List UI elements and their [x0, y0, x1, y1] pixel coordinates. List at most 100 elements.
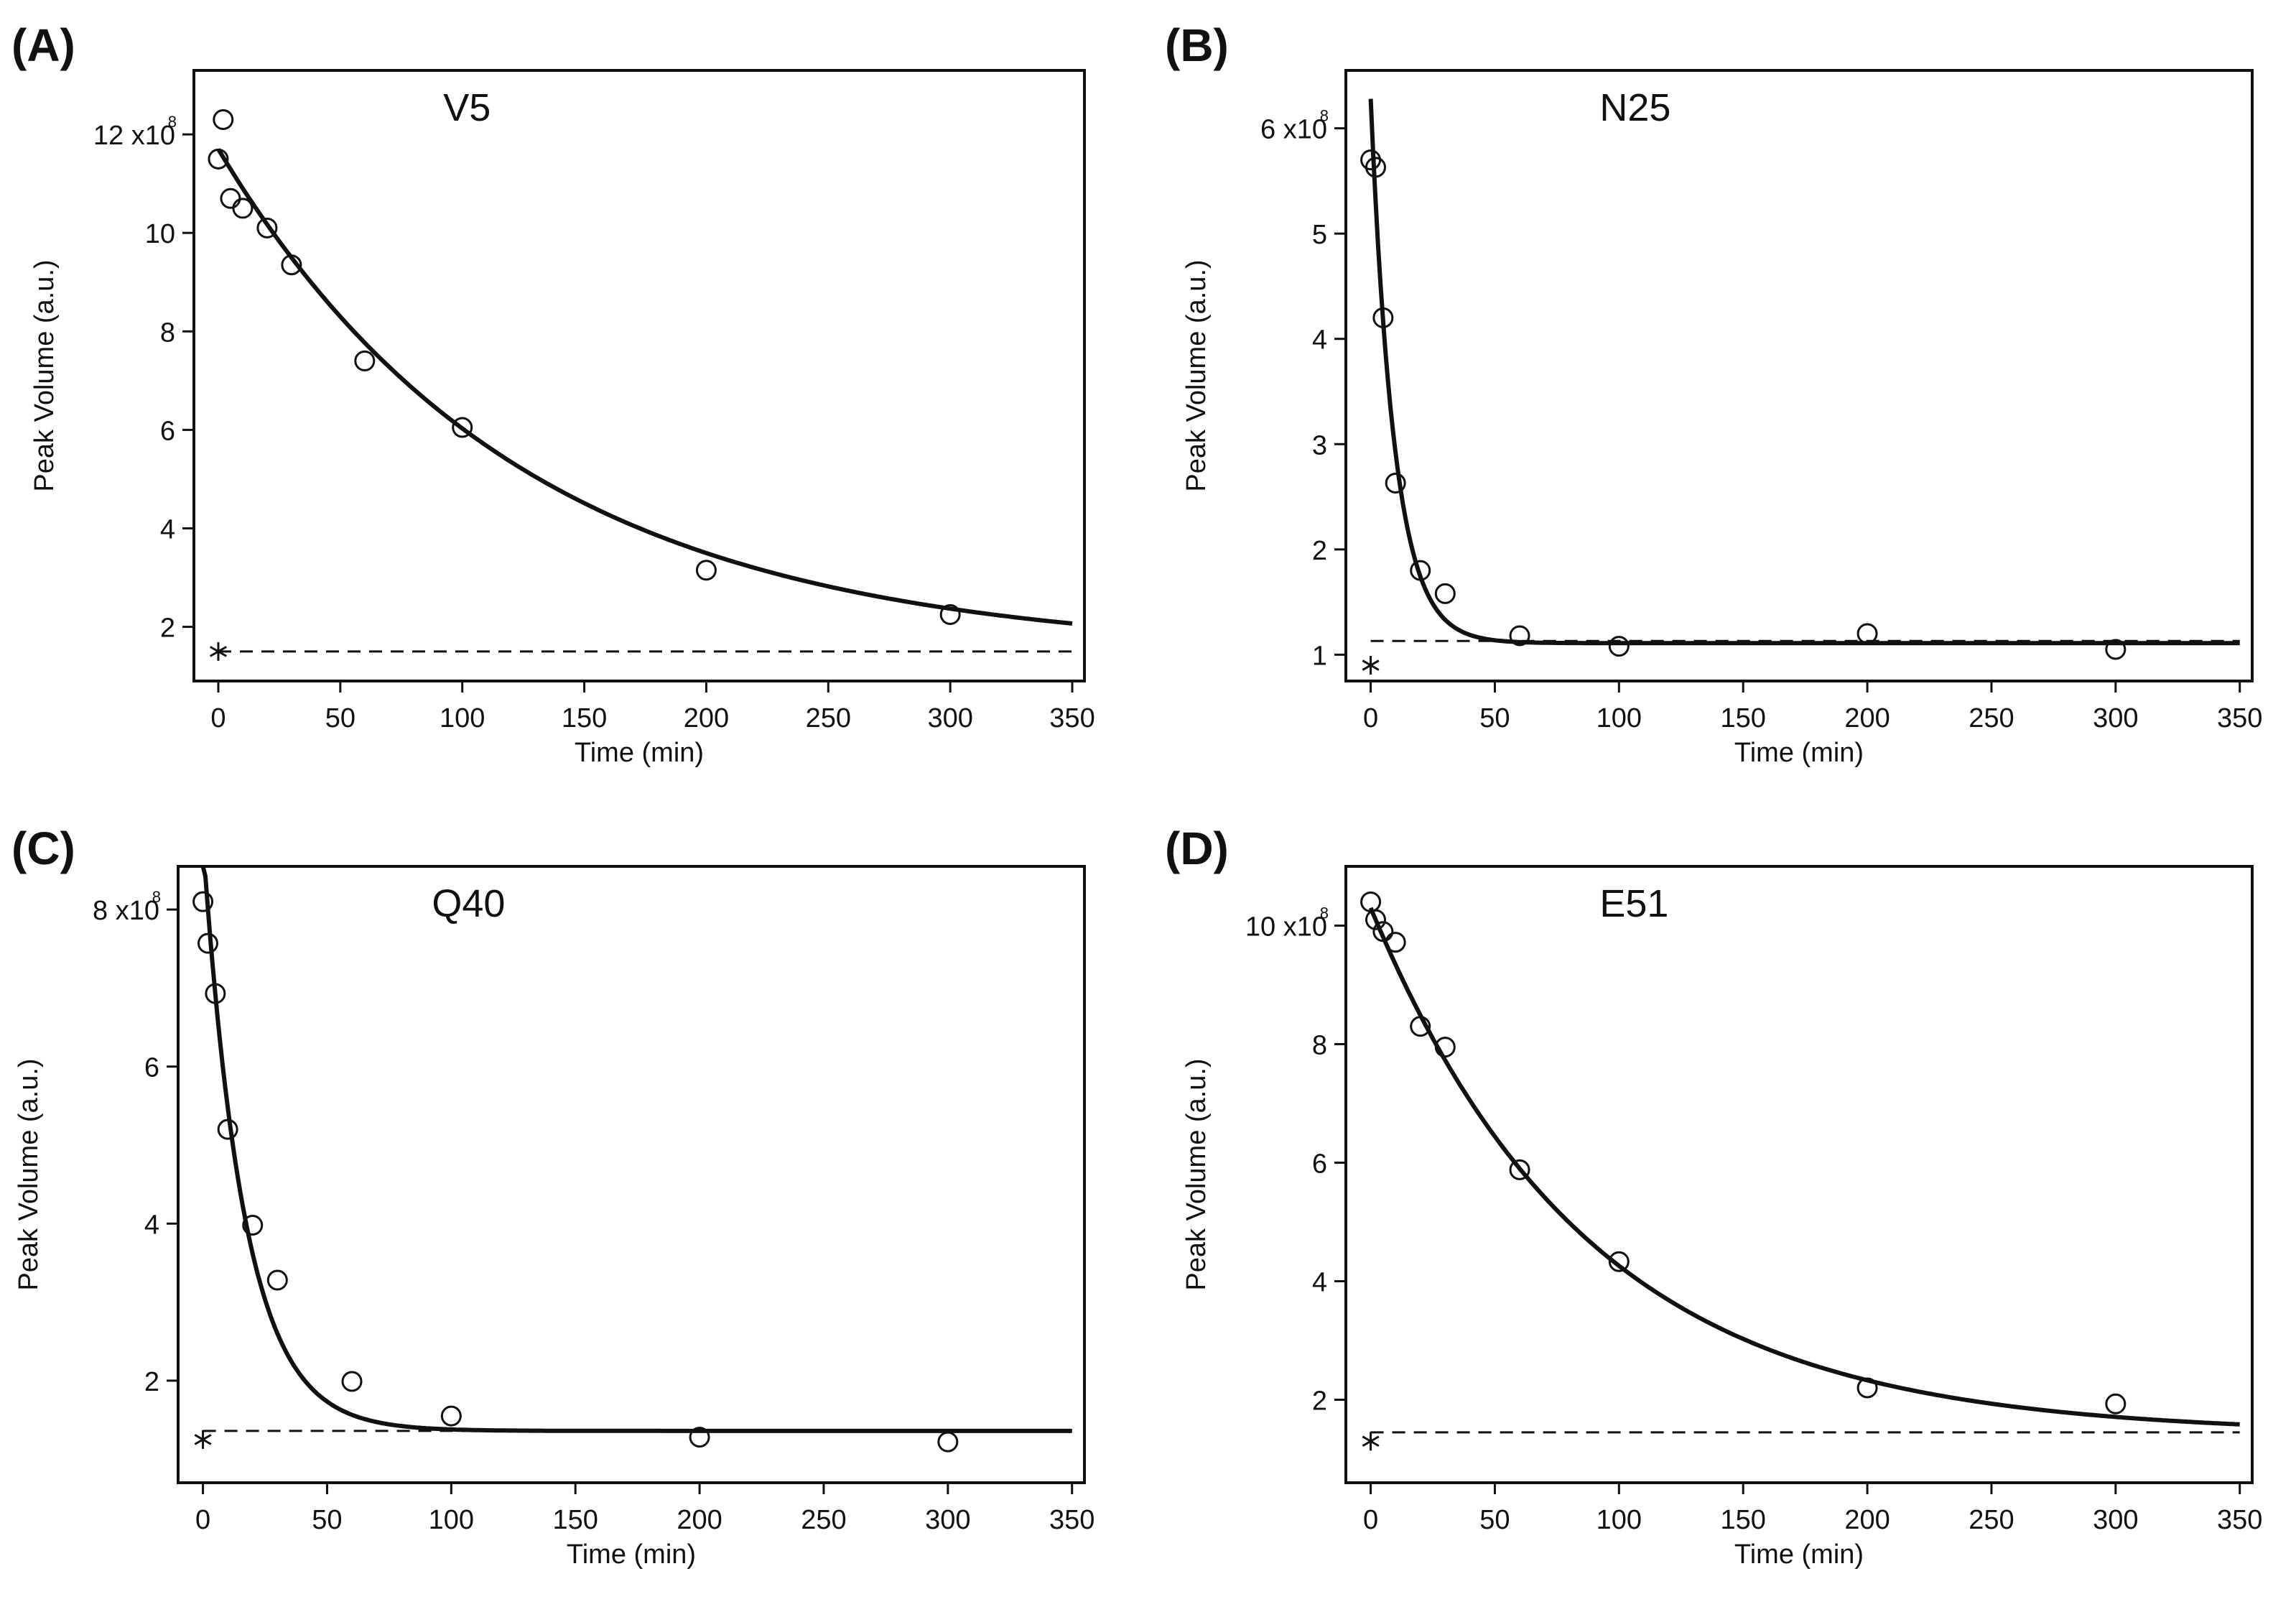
data-point: [452, 417, 473, 438]
x-tick-label: 250: [1969, 703, 2014, 733]
x-tick-label: 50: [325, 703, 355, 733]
data-point: [220, 187, 241, 209]
data-point: [192, 891, 214, 912]
data-point: [341, 1371, 363, 1392]
x-tick-label: 250: [1969, 1505, 2014, 1535]
x-tick-label: 150: [1721, 1505, 1766, 1535]
y-tick-label: 12 x10: [93, 121, 175, 151]
x-tick-label: 350: [1049, 1505, 1094, 1535]
x-tick-label: 200: [684, 703, 729, 733]
star-marker: [209, 642, 227, 661]
y-tick-label: 2: [1312, 536, 1327, 566]
x-tick-label: 300: [2093, 703, 2138, 733]
data-point: [695, 560, 717, 581]
y-tick-label: 4: [144, 1210, 159, 1240]
x-tick-label: 50: [1479, 703, 1510, 733]
data-point: [1385, 472, 1406, 494]
y-axis-title: Peak Volume (a.u.): [1181, 1058, 1212, 1290]
y-tick-label: 4: [160, 515, 175, 545]
x-tick-label: 200: [1844, 703, 1890, 733]
y-tick-label: 6: [160, 416, 175, 446]
data-point: [1608, 636, 1630, 657]
y-axis-title: Peak Volume (a.u.): [1181, 259, 1212, 491]
x-tick-label: 0: [1363, 1505, 1378, 1535]
plot-frame: [177, 865, 1086, 1484]
x-tick-label: 0: [1363, 703, 1378, 733]
y-tick-label: 2: [144, 1367, 159, 1397]
y-tick-label: 4: [1312, 325, 1327, 356]
x-tick-label: 150: [562, 703, 607, 733]
star-marker: [1362, 656, 1380, 675]
x-tick-label: 0: [195, 1505, 210, 1535]
panel-c: (C) 0 50 100 150 200 250 300 350 2 4 6 8 x10 8 Time (…: [0, 803, 1148, 1607]
data-point: [2105, 639, 2127, 660]
x-tick-label: 350: [1049, 703, 1094, 733]
data-point: [1434, 1037, 1456, 1058]
panel-label: (C): [11, 823, 75, 874]
y-tick-label: 10: [145, 219, 175, 249]
panel-label: (D): [1165, 823, 1229, 874]
y-tick-label: 2: [160, 613, 175, 644]
data-point: [2105, 1393, 2127, 1414]
x-axis-title: Time (min): [567, 1539, 696, 1570]
fit-curve: [1368, 907, 2240, 1427]
data-point: [1434, 583, 1456, 604]
y-axis-title: Peak Volume (a.u.): [29, 259, 60, 491]
x-tick-label: 150: [1721, 703, 1766, 733]
fit-curve: [216, 148, 1073, 626]
data-point: [1385, 932, 1406, 953]
panel-d: (D) 0 50 100 150 200 250 300 350 2 4 6 8 10 x10 8 Time…: [1148, 803, 2296, 1607]
data-point: [1856, 623, 1878, 644]
y-tick-label: 10 x10: [1245, 912, 1327, 943]
series-label: E51: [1599, 882, 1668, 925]
y-exponent-label: 8: [1320, 904, 1329, 922]
data-point: [1365, 909, 1386, 930]
x-axis-title: Time (min): [1734, 738, 1864, 768]
x-axis-title: Time (min): [575, 738, 704, 768]
panel-label: (A): [11, 19, 75, 71]
data-point: [1856, 1377, 1878, 1399]
y-tick-label: 8: [1312, 1031, 1327, 1061]
x-tick-label: 350: [2217, 703, 2262, 733]
star-marker: [194, 1430, 212, 1449]
data-point: [1372, 921, 1394, 943]
x-tick-label: 250: [806, 703, 851, 733]
y-tick-label: 3: [1312, 430, 1327, 460]
x-tick-label: 50: [312, 1505, 342, 1535]
data-point: [197, 932, 218, 954]
x-tick-label: 100: [440, 703, 485, 733]
y-tick-label: 6: [144, 1053, 159, 1083]
series-label: N25: [1599, 86, 1670, 129]
data-point: [1608, 1251, 1630, 1272]
data-point: [242, 1214, 264, 1236]
y-tick-label: 2: [1312, 1386, 1327, 1417]
data-point: [205, 983, 226, 1004]
x-tick-label: 100: [1596, 703, 1642, 733]
data-point: [232, 198, 254, 219]
data-point: [1410, 1016, 1431, 1037]
panel-a: (A) 0 50 100 150 200 250 300 350 2 4 6 8 10 12 x10 8 Ti…: [0, 0, 1148, 803]
x-tick-label: 50: [1479, 1505, 1510, 1535]
y-tick-label: 6: [1312, 1149, 1327, 1180]
x-tick-label: 100: [429, 1505, 474, 1535]
x-axis-title: Time (min): [1734, 1539, 1864, 1570]
y-tick-label: 8: [160, 318, 175, 348]
x-tick-label: 150: [553, 1505, 598, 1535]
x-tick-label: 0: [210, 703, 226, 733]
x-tick-label: 300: [927, 703, 972, 733]
data-point: [1365, 157, 1386, 178]
data-point: [217, 1119, 238, 1140]
data-point: [939, 603, 961, 625]
data-point: [1509, 625, 1530, 647]
plot-frame: [1344, 865, 2254, 1484]
data-point: [281, 254, 302, 276]
y-axis-title: Peak Volume (a.u.): [14, 1058, 44, 1290]
series-label: Q40: [432, 882, 505, 925]
data-point: [266, 1269, 288, 1291]
y-tick-label: 6 x10: [1260, 115, 1327, 145]
data-point: [208, 148, 229, 170]
y-exponent-label: 8: [152, 888, 161, 906]
